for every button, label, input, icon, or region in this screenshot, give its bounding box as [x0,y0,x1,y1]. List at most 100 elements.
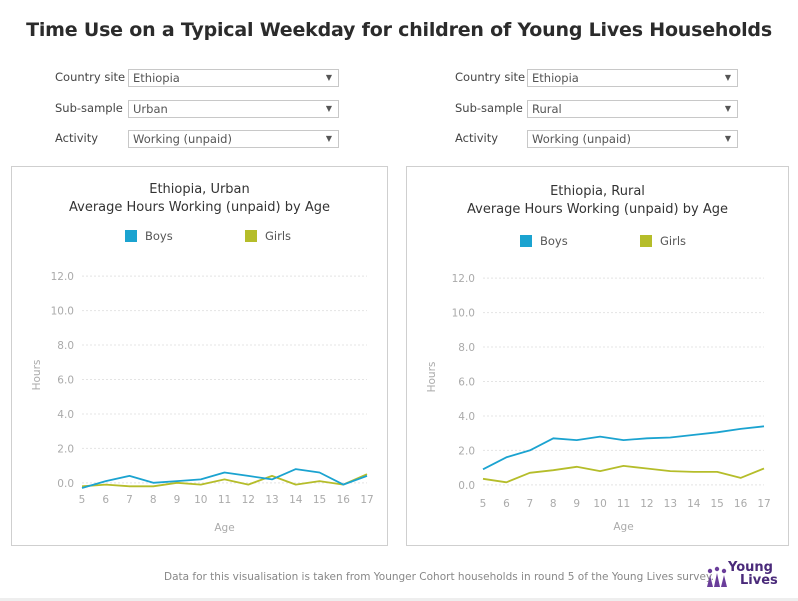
activity-select[interactable]: Working (unpaid) ▼ [128,130,339,148]
data-point-girls[interactable] [668,469,673,474]
x-tick-label: 11 [617,498,630,510]
data-point-boys[interactable] [222,470,227,475]
x-tick-label: 9 [174,494,181,506]
legend-swatch-girls [245,230,257,242]
x-tick-label: 6 [503,498,510,510]
data-point-boys[interactable] [481,467,486,472]
legend-label-boys: Boys [540,234,568,248]
data-point-girls[interactable] [762,466,767,471]
y-tick-label: 6.0 [458,377,475,389]
data-point-boys[interactable] [151,480,156,485]
data-point-boys[interactable] [198,477,203,482]
country-site-select[interactable]: Ethiopia ▼ [527,69,738,87]
x-tick-label: 16 [337,494,351,506]
legend-swatch-boys [125,230,137,242]
y-axis-title: Hours [31,360,43,391]
data-point-girls[interactable] [504,480,509,485]
data-point-girls[interactable] [293,482,298,487]
data-point-boys[interactable] [504,455,509,460]
sub-sample-label: Sub-sample [455,101,523,115]
x-tick-label: 13 [265,494,278,506]
x-tick-label: 14 [289,494,303,506]
data-point-girls[interactable] [198,482,203,487]
chart-subtitle: Average Hours Working (unpaid) by Age [69,200,330,215]
legend-boys[interactable]: Boys [520,234,568,248]
data-point-girls[interactable] [715,469,720,474]
data-point-boys[interactable] [598,434,603,439]
data-point-girls[interactable] [598,469,603,474]
data-point-boys[interactable] [621,438,626,443]
data-point-girls[interactable] [222,477,227,482]
x-axis-title: Age [613,521,633,533]
activity-select[interactable]: Working (unpaid) ▼ [527,130,738,148]
data-point-boys[interactable] [527,448,532,453]
chart-panel-urban: Ethiopia, Urban Average Hours Working (u… [11,166,388,546]
data-point-boys[interactable] [127,473,132,478]
data-point-girls[interactable] [621,463,626,468]
data-point-boys[interactable] [80,486,85,491]
data-point-girls[interactable] [551,468,556,473]
data-point-boys[interactable] [365,473,370,478]
activity-label: Activity [55,131,99,145]
data-point-boys[interactable] [270,477,275,482]
data-point-girls[interactable] [246,482,251,487]
data-point-boys[interactable] [103,479,108,484]
data-point-girls[interactable] [644,466,649,471]
chevron-down-icon: ▼ [724,104,731,113]
data-point-boys[interactable] [341,482,346,487]
chart-title: Ethiopia, Rural [550,184,645,199]
data-point-girls[interactable] [481,476,486,481]
y-tick-label: 4.0 [458,411,475,423]
series-line-girls[interactable] [81,473,368,488]
x-tick-label: 12 [242,494,255,506]
data-point-boys[interactable] [644,436,649,441]
data-point-girls[interactable] [317,479,322,484]
data-point-boys[interactable] [668,435,673,440]
y-tick-label: 2.0 [458,445,475,457]
data-point-girls[interactable] [738,475,743,480]
logo-word-lives: Lives [740,573,778,588]
y-tick-label: 10.0 [51,306,74,318]
country-site-value: Ethiopia [532,71,579,85]
x-tick-label: 11 [218,494,231,506]
bottom-divider [0,598,798,601]
series-line-girls[interactable] [482,464,765,484]
legend-girls[interactable]: Girls [245,229,291,243]
data-point-boys[interactable] [175,479,180,484]
x-tick-label: 10 [194,494,207,506]
data-point-girls[interactable] [527,470,532,475]
data-point-girls[interactable] [574,464,579,469]
data-point-boys[interactable] [691,432,696,437]
data-point-boys[interactable] [317,470,322,475]
data-point-boys[interactable] [293,467,298,472]
logo-word-young: Young [728,560,773,575]
data-point-boys[interactable] [738,426,743,431]
data-point-girls[interactable] [127,484,132,489]
x-tick-label: 13 [664,498,677,510]
y-tick-label: 8.0 [458,342,475,354]
x-tick-label: 16 [734,498,748,510]
data-point-boys[interactable] [762,424,767,429]
x-tick-label: 5 [79,494,86,506]
series-line-boys[interactable] [81,468,368,489]
y-tick-label: 8.0 [57,340,74,352]
young-lives-logo[interactable]: Young Lives [706,561,786,591]
sub-sample-select[interactable]: Urban ▼ [128,100,339,118]
data-point-girls[interactable] [691,469,696,474]
y-tick-label: 12.0 [51,271,74,283]
sub-sample-value: Urban [133,102,168,116]
sub-sample-select[interactable]: Rural ▼ [527,100,738,118]
x-tick-label: 12 [640,498,653,510]
country-site-select[interactable]: Ethiopia ▼ [128,69,339,87]
data-point-boys[interactable] [551,436,556,441]
activity-label: Activity [455,131,499,145]
activity-value: Working (unpaid) [133,132,232,146]
legend-girls[interactable]: Girls [640,234,686,248]
legend-boys[interactable]: Boys [125,229,173,243]
data-point-boys[interactable] [715,430,720,435]
data-point-boys[interactable] [246,473,251,478]
data-point-boys[interactable] [574,438,579,443]
legend-label-girls: Girls [660,234,687,248]
series-line-boys[interactable] [482,425,765,471]
x-tick-label: 7 [126,494,133,506]
